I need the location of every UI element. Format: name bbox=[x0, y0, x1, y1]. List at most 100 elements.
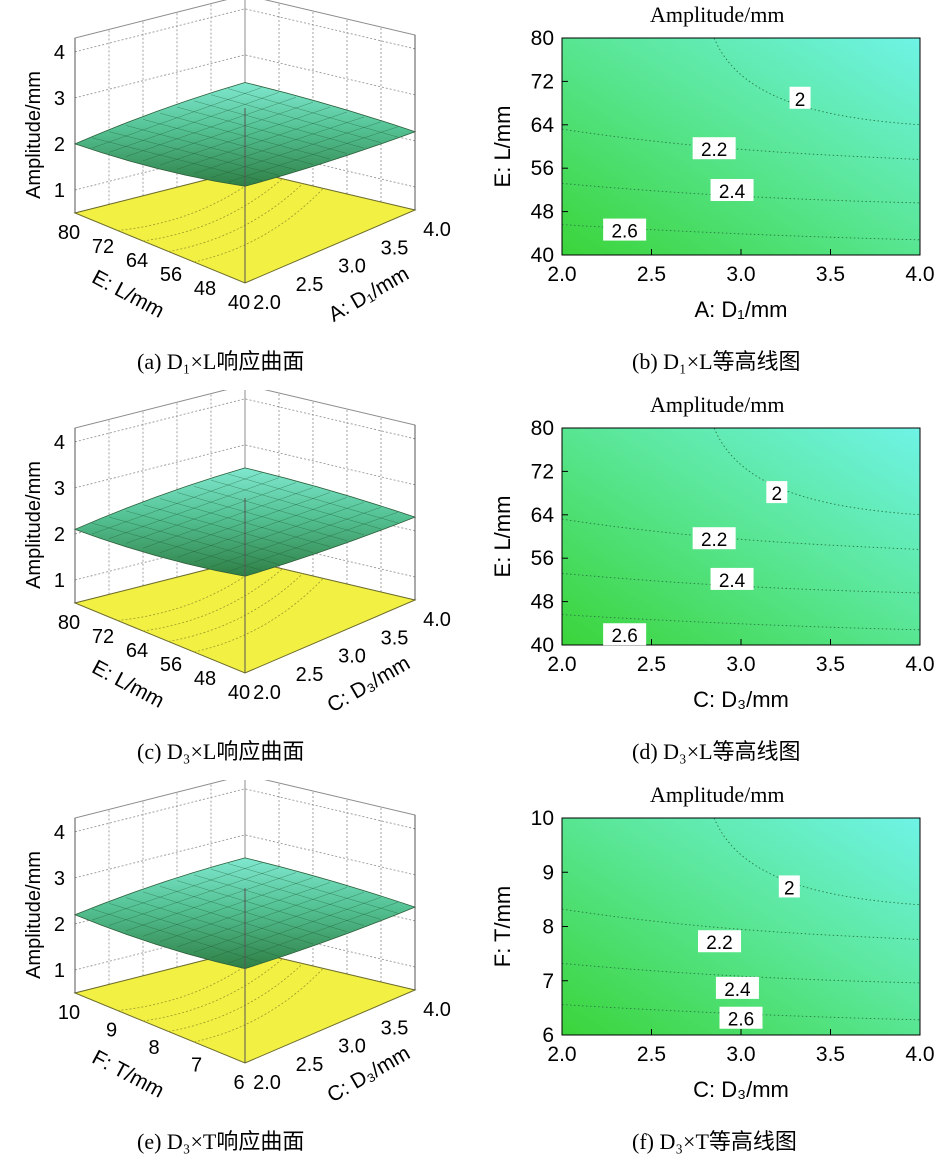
y-axis-label-d: E: L/mm bbox=[490, 496, 515, 578]
floor-contour-c bbox=[168, 573, 304, 642]
z-tick-label-c: 1 bbox=[54, 570, 65, 592]
floor-contour-a bbox=[193, 188, 324, 263]
surface-plot-a: 1 2 3 4 Amplitude/mm 80 72 64 56 48 40 2.0 2.5 3.0 3.5… bbox=[23, 0, 451, 327]
x-tick-label-c: 2.0 bbox=[253, 682, 281, 704]
contour-line-f bbox=[713, 817, 921, 906]
surface-mesh-a bbox=[210, 94, 382, 143]
y-tick-label-d: 48 bbox=[531, 591, 554, 614]
surface-mesh-c bbox=[193, 502, 365, 563]
surface-mesh-e bbox=[193, 892, 365, 953]
caption-e: (e) D₃×T响应曲面 bbox=[137, 1129, 305, 1154]
y-tick-label-c: 64 bbox=[126, 640, 148, 662]
z-axis-label-e: Amplitude/mm bbox=[23, 851, 45, 979]
contour-title-f: Amplitude/mm bbox=[650, 782, 785, 807]
caption-d: (d) D₃×L等高线图 bbox=[632, 739, 801, 764]
panel-c: 1 2 3 4 Amplitude/mm 80 72 64 56 48 40 2.0 2.5 3.0 3.5… bbox=[0, 384, 470, 770]
contour-label-bg-f bbox=[715, 976, 759, 999]
y-tick-label-a: 40 bbox=[228, 292, 250, 314]
contour-label-bg-b bbox=[603, 218, 647, 241]
x-tick-label-b: 2.5 bbox=[637, 263, 666, 286]
contour-plot-d: 2 2.2 2.4 2.6 2.0 2.5 3.0 3.5 4.0 40 48 56 64 72 80 C: … bbox=[490, 417, 935, 712]
surface-mesh-e bbox=[210, 869, 382, 920]
x-tick-label-b: 2.0 bbox=[547, 263, 576, 286]
contour-line-d bbox=[561, 614, 921, 631]
surface-mesh-e bbox=[193, 874, 365, 926]
z-tick-label-e: 3 bbox=[54, 868, 65, 890]
contour-line-d bbox=[713, 427, 921, 516]
surface-plot-c: 1 2 3 4 Amplitude/mm 80 72 64 56 48 40 2.0 2.5 3.0 3.5… bbox=[23, 384, 451, 718]
y-tick-label-b: 56 bbox=[531, 157, 554, 180]
contour-fill-d bbox=[562, 428, 920, 645]
x-tick-label-d: 3.5 bbox=[816, 653, 845, 676]
contour-label-f: 2.6 bbox=[728, 1010, 754, 1031]
contour-label-bg-b bbox=[789, 86, 811, 109]
y-tick-label-c: 80 bbox=[58, 612, 80, 634]
x-tick-label-c: 4.0 bbox=[423, 609, 451, 631]
contour-label-d: 2.4 bbox=[719, 571, 746, 592]
contour-plot-f: 2 2.2 2.4 2.6 2.0 2.5 3.0 3.5 4.0 6 7 8 9 10 C: D₃/mm F… bbox=[490, 807, 935, 1102]
floor-contour-e bbox=[193, 968, 324, 1043]
x-tick-label-c: 3.0 bbox=[338, 646, 366, 668]
surface-mesh-c bbox=[176, 492, 348, 542]
surface-mesh-a bbox=[210, 121, 382, 179]
x-tick-label-e: 3.0 bbox=[338, 1036, 366, 1058]
contour-label-bg-f bbox=[719, 1006, 763, 1029]
x-tick-label-e: 3.5 bbox=[381, 1017, 409, 1039]
z-tick-label-c: 2 bbox=[54, 524, 65, 546]
panel-d: Amplitude/mm 2 2.2 2.4 2.6 2.0 2.5 3.0 3.5 4.0 40… bbox=[480, 390, 945, 770]
contour-label-bg-d bbox=[710, 567, 754, 590]
surface-mesh-c bbox=[176, 497, 348, 558]
x-tick-label-c: 3.5 bbox=[381, 627, 409, 649]
x-tick-label-e: 4.0 bbox=[423, 999, 451, 1021]
y-tick-label-b: 72 bbox=[531, 70, 554, 93]
contour-line-b bbox=[713, 37, 921, 126]
contour-title-b: Amplitude/mm bbox=[650, 2, 785, 27]
y-tick-label-a: 64 bbox=[126, 250, 148, 272]
x-axis-label-d: C: D₃/mm bbox=[693, 687, 789, 712]
surface-mesh-a bbox=[193, 100, 365, 149]
surface-mesh-e bbox=[210, 897, 382, 959]
floor-contour-a bbox=[168, 183, 304, 252]
x-tick-label-a: 4.0 bbox=[423, 219, 451, 241]
surface-mesh-e bbox=[176, 887, 348, 948]
contour-line-d bbox=[561, 572, 921, 594]
z-axis-label-c: Amplitude/mm bbox=[23, 461, 45, 589]
floor-contour-c bbox=[193, 578, 324, 653]
y-tick-label-d: 72 bbox=[531, 460, 554, 483]
y-tick-label-a: 80 bbox=[58, 222, 80, 244]
contour-line-f bbox=[561, 908, 921, 940]
y-tick-label-e: 6 bbox=[233, 1072, 244, 1094]
x-tick-label-d: 2.0 bbox=[547, 653, 576, 676]
y-axis-label-c: E: L/mm bbox=[88, 656, 168, 713]
contour-line-b bbox=[561, 128, 921, 160]
x-tick-label-d: 4.0 bbox=[905, 653, 934, 676]
x-axis-label-c: C: D₃/mm bbox=[323, 652, 414, 718]
x-tick-label-f: 4.0 bbox=[905, 1043, 934, 1066]
contour-label-b: 2 bbox=[795, 90, 806, 111]
x-tick-label-b: 3.0 bbox=[726, 263, 755, 286]
caption-b: (b) D₁×L等高线图 bbox=[632, 349, 801, 374]
z-tick-label-a: 4 bbox=[54, 42, 65, 64]
x-tick-label-f: 2.0 bbox=[547, 1043, 576, 1066]
y-axis-label-b: E: L/mm bbox=[490, 106, 515, 188]
caption-a: (a) D₁×L响应曲面 bbox=[137, 349, 305, 374]
contour-label-d: 2.6 bbox=[611, 626, 637, 647]
surface-mesh-a bbox=[227, 126, 399, 183]
x-tick-label-f: 2.5 bbox=[637, 1043, 666, 1066]
x-tick-label-b: 4.0 bbox=[905, 263, 934, 286]
x-tick-label-d: 3.0 bbox=[726, 653, 755, 676]
x-tick-label-a: 2.5 bbox=[296, 274, 324, 296]
z-axis-label-a: Amplitude/mm bbox=[23, 71, 45, 199]
y-tick-label-e: 10 bbox=[58, 1002, 80, 1024]
y-tick-label-c: 40 bbox=[228, 682, 250, 704]
panel-e: 1 2 3 4 Amplitude/mm 10 9 8 7 6 2.0 2.5 3.0 3.5 4.0 F: … bbox=[0, 774, 470, 1160]
y-tick-label-d: 80 bbox=[531, 417, 554, 440]
x-tick-label-e: 2.0 bbox=[253, 1072, 281, 1094]
contour-line-f bbox=[561, 962, 921, 984]
panel-f: Amplitude/mm 2 2.2 2.4 2.6 2.0 2.5 3.0 3.5 4.0 6 7… bbox=[480, 780, 945, 1160]
surface-mesh-a bbox=[227, 88, 399, 138]
x-tick-label-a: 2.0 bbox=[253, 292, 281, 314]
x-tick-label-f: 3.0 bbox=[726, 1043, 755, 1066]
x-tick-label-f: 3.5 bbox=[816, 1043, 845, 1066]
